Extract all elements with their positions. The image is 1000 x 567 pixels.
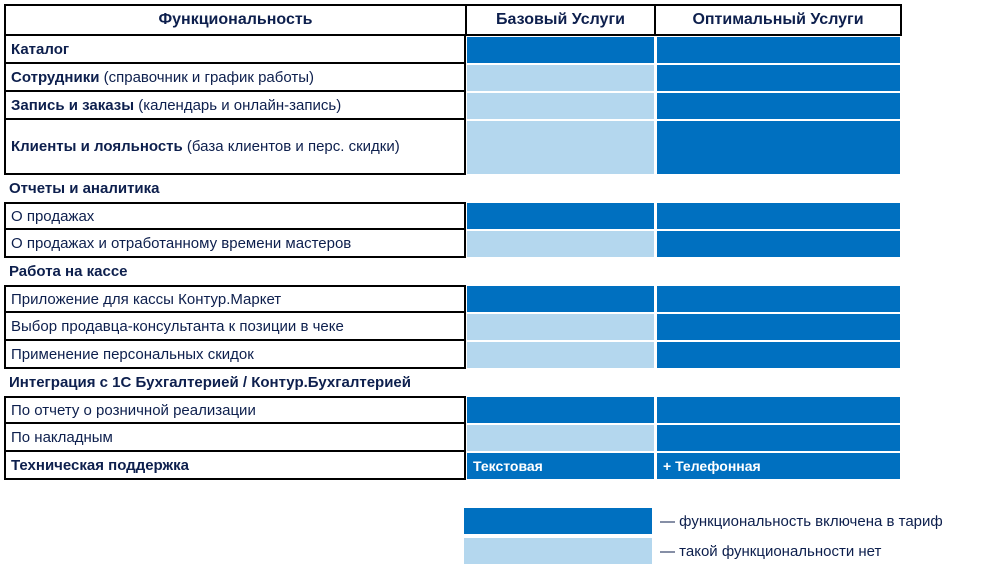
basic-absent-cell <box>467 93 654 119</box>
optimal-included-cell <box>657 65 900 91</box>
basic-included-cell <box>467 37 654 63</box>
optimal-included-cell <box>657 203 900 229</box>
basic-absent-cell <box>467 425 654 451</box>
header-functionality: Функциональность <box>4 4 467 36</box>
legend-absent-swatch <box>464 538 652 564</box>
table-row: Техническая поддержка Текстовая + Телефо… <box>4 452 904 480</box>
table-row: По накладным <box>4 424 904 452</box>
optimal-included-cell <box>657 314 900 340</box>
optimal-included-cell <box>657 286 900 312</box>
section-title: Отчеты и аналитика <box>9 180 160 197</box>
basic-included-cell <box>467 203 654 229</box>
row-label: О продажах <box>4 202 466 230</box>
optimal-included-cell <box>657 93 900 119</box>
row-label: О продажах и отработанному времени масте… <box>4 230 466 258</box>
table-row: Сотрудники (справочник и график работы) <box>4 64 904 92</box>
legend-absent-label: — такой функциональности нет <box>660 542 882 560</box>
row-label: По накладным <box>4 424 466 452</box>
section-title: Работа на кассе <box>9 263 128 280</box>
section-row: Интеграция с 1С Бухгалтерией / Контур.Бу… <box>4 369 904 396</box>
optimal-included-cell <box>657 425 900 451</box>
header-optimal-plan: Оптимальный Услуги <box>654 4 902 36</box>
table-row: Приложение для кассы Контур.Маркет <box>4 285 904 313</box>
basic-absent-cell <box>467 231 654 257</box>
header-basic-plan: Базовый Услуги <box>465 4 656 36</box>
table-row: По отчету о розничной реализации <box>4 396 904 424</box>
row-label: Выбор продавца-консультанта к позиции в … <box>4 313 466 341</box>
section-row: Отчеты и аналитика <box>4 175 904 202</box>
basic-absent-cell <box>467 121 654 174</box>
section-title: Интеграция с 1С Бухгалтерией / Контур.Бу… <box>9 374 411 391</box>
table-row: Каталог <box>4 36 904 64</box>
row-label: Каталог <box>4 36 466 64</box>
table-row: Применение персональных скидок <box>4 341 904 369</box>
row-label: Клиенты и лояльность (база клиентов и пе… <box>4 120 466 175</box>
table-row: Запись и заказы (календарь и онлайн-запи… <box>4 92 904 120</box>
row-label: Техническая поддержка <box>4 452 466 480</box>
table-row: Клиенты и лояльность (база клиентов и пе… <box>4 120 904 175</box>
table-row: Выбор продавца-консультанта к позиции в … <box>4 313 904 341</box>
basic-absent-cell <box>467 314 654 340</box>
section-row: Работа на кассе <box>4 258 904 285</box>
basic-included-cell <box>467 286 654 312</box>
optimal-included-cell <box>657 397 900 423</box>
table-header: Функциональность Базовый Услуги Оптималь… <box>4 4 904 36</box>
basic-included-cell <box>467 397 654 423</box>
legend-included-label: — функциональность включена в тариф <box>660 512 943 530</box>
optimal-included-cell <box>657 37 900 63</box>
row-label: По отчету о розничной реализации <box>4 396 466 424</box>
row-label: Запись и заказы (календарь и онлайн-запи… <box>4 92 466 120</box>
legend-included-swatch <box>464 508 652 534</box>
table-row: О продажах <box>4 202 904 230</box>
optimal-included-cell <box>657 231 900 257</box>
optimal-included-cell <box>657 121 900 174</box>
row-label: Сотрудники (справочник и график работы) <box>4 64 466 92</box>
basic-support-cell: Текстовая <box>467 453 654 479</box>
optimal-included-cell <box>657 342 900 368</box>
table-row: О продажах и отработанному времени масте… <box>4 230 904 258</box>
row-label: Приложение для кассы Контур.Маркет <box>4 285 466 313</box>
basic-absent-cell <box>467 65 654 91</box>
basic-absent-cell <box>467 342 654 368</box>
row-label: Применение персональных скидок <box>4 341 466 369</box>
optimal-support-cell: + Телефонная <box>657 453 900 479</box>
